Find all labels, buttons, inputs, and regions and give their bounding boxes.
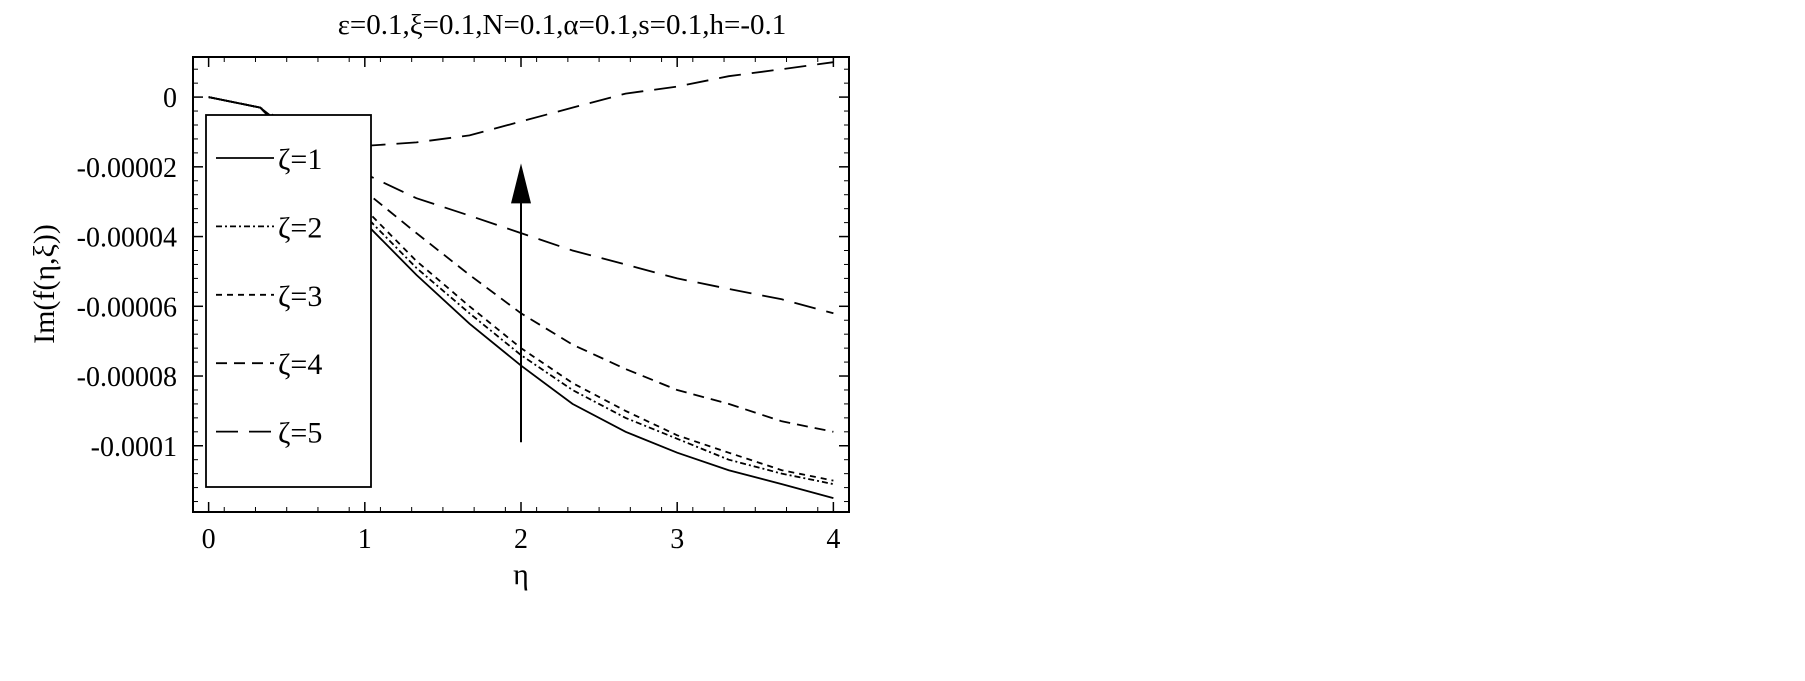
tick-labels: 0 1 2 3 4 0 -0.00002 -0.00004 -0.00006 -0.00008 -0… — [77, 83, 841, 555]
y-tick-label-0: 0 — [163, 83, 177, 114]
x-axis-label: η — [513, 558, 529, 591]
y-tick-label-2: -0.00004 — [77, 223, 177, 254]
legend-label-3: ζ=4 — [278, 348, 322, 381]
axis-ticks — [192, 57, 849, 512]
x-tick-label-4: 4 — [826, 524, 840, 555]
x-tick-label-1: 1 — [358, 524, 372, 555]
y-tick-label-3: -0.00006 — [77, 292, 177, 323]
trend-arrow — [511, 163, 531, 443]
legend-label-1: ζ=2 — [278, 211, 322, 244]
legend: ζ=1 ζ=2 ζ=3 ζ=4 ζ=5 — [205, 114, 372, 488]
x-tick-label-0: 0 — [202, 524, 216, 555]
chart-title: ε=0.1,ξ=0.1,N=0.1,α=0.1,s=0.1,h=-0.1 — [338, 9, 787, 41]
arrow-head-0 — [511, 163, 531, 204]
y-axis-label: Im(f(η,ξ)) — [28, 224, 61, 344]
y-tick-label-4: -0.00008 — [77, 362, 177, 393]
legend-box — [205, 114, 372, 488]
y-tick-label-1: -0.00002 — [77, 153, 177, 184]
x-tick-label-3: 3 — [670, 524, 684, 555]
legend-label-2: ζ=3 — [278, 280, 322, 313]
legend-label-4: ζ=5 — [278, 417, 322, 450]
x-tick-label-2: 2 — [514, 524, 528, 555]
y-tick-label-5: -0.0001 — [91, 432, 177, 463]
legend-label-0: ζ=1 — [278, 143, 322, 176]
